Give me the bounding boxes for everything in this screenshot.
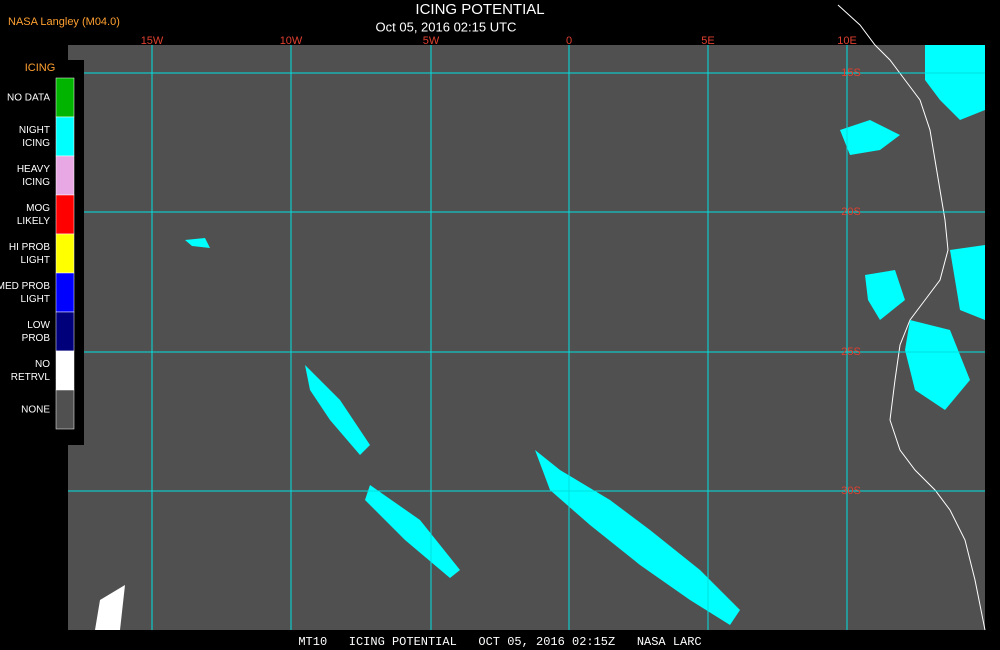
legend-label: MOG <box>26 203 50 214</box>
cloud <box>365 485 460 578</box>
cloud <box>925 45 985 120</box>
legend-label: LOW <box>27 320 50 331</box>
legend-label: MED PROB <box>0 281 50 292</box>
cloud <box>840 120 900 155</box>
legend-label: NO DATA <box>7 93 50 104</box>
title: ICING POTENTIAL <box>415 1 544 18</box>
legend-title: ICING <box>25 62 56 74</box>
legend-swatch <box>55 272 75 313</box>
subtitle: Oct 05, 2016 02:15 UTC <box>376 19 517 34</box>
legend-label: PROB <box>22 333 51 344</box>
cloud <box>905 320 970 410</box>
legend-swatch <box>55 233 75 274</box>
legend-label: ICING <box>22 138 50 149</box>
longitude-label: 15W <box>141 35 164 47</box>
cloud <box>95 585 125 630</box>
latitude-label: 20S <box>841 206 861 218</box>
legend-label: LIKELY <box>17 216 50 227</box>
legend-swatch <box>55 155 75 196</box>
latitude-label: 30S <box>841 485 861 497</box>
cloud <box>305 365 370 455</box>
legend-label: NO <box>35 359 50 370</box>
legend-label: LIGHT <box>21 294 50 305</box>
longitude-label: 10W <box>280 35 303 47</box>
longitude-label: 0 <box>566 35 572 47</box>
legend-swatch <box>55 311 75 352</box>
footer: MT10 ICING POTENTIAL OCT 05, 2016 02:15Z… <box>298 635 701 649</box>
legend-label: NONE <box>21 405 50 416</box>
legend: NO DATA NIGHT ICING HEAVY ICING MOG LIKELY HI P… <box>0 77 75 430</box>
legend-label: RETRVL <box>11 372 51 383</box>
cloud <box>865 270 905 320</box>
legend-label: ICING <box>22 177 50 188</box>
legend-label: NIGHT <box>19 125 50 136</box>
source: NASA Langley (M04.0) <box>8 16 120 28</box>
cloud <box>185 238 210 248</box>
longitude-label: 5E <box>701 35 714 47</box>
legend-swatch <box>55 350 75 391</box>
latitude-label: 25S <box>841 346 861 358</box>
cloud <box>950 245 985 320</box>
legend-swatch <box>55 77 75 118</box>
longitude-label: 5W <box>423 35 440 47</box>
features <box>95 4 986 631</box>
latitude-label: 15S <box>841 67 861 79</box>
legend-label: HEAVY <box>17 164 50 175</box>
legend-swatch <box>55 194 75 235</box>
legend-label: LIGHT <box>21 255 50 266</box>
map-area <box>68 45 985 630</box>
grid: 15W 10W 5W 0 5E 10E 15S 20S 25S 30S <box>68 35 985 630</box>
longitude-label: 10E <box>837 35 857 47</box>
coastline <box>837 4 986 631</box>
legend-label: HI PROB <box>9 242 50 253</box>
cloud <box>535 450 740 625</box>
legend-swatch <box>55 116 75 157</box>
legend-swatch <box>55 389 75 430</box>
